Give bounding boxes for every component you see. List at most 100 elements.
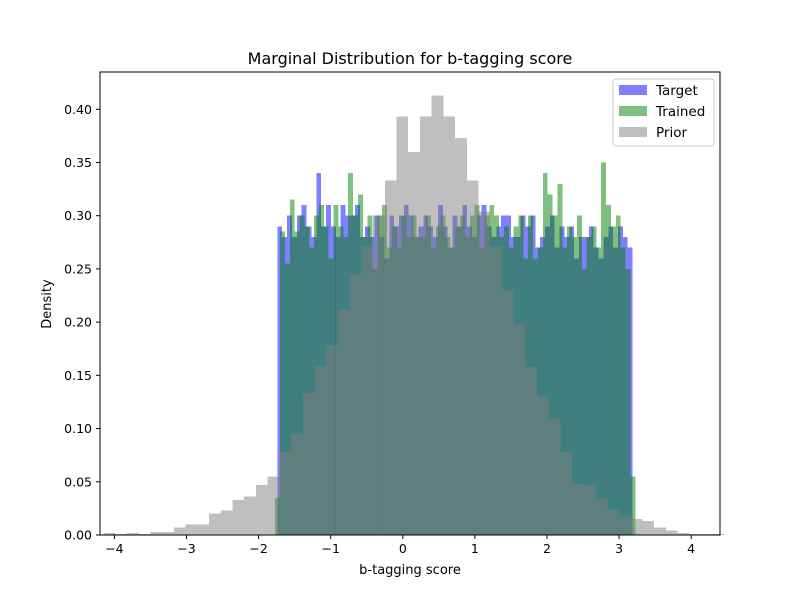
legend-label-trained: Trained: [655, 104, 705, 120]
axes-frame: [99, 71, 721, 536]
bar-target: [277, 226, 283, 535]
bar-prior: [677, 532, 690, 535]
x-tick-label: −1: [321, 541, 339, 556]
bar-prior: [689, 533, 702, 535]
bar-prior: [595, 498, 608, 535]
bar-prior: [408, 151, 420, 535]
bar-prior: [103, 532, 116, 535]
bar-prior: [466, 180, 479, 535]
bar-prior: [185, 524, 198, 535]
y-tick-label: 0.40: [64, 102, 92, 117]
bar-trained: [304, 226, 310, 535]
bar-prior: [209, 513, 221, 535]
bar-prior: [525, 366, 538, 535]
bar-prior: [560, 451, 573, 535]
bar-trained: [625, 268, 631, 535]
bar-prior: [115, 533, 128, 535]
y-tick-label: 0.15: [64, 368, 92, 383]
bar-trained: [557, 183, 563, 535]
bar-prior: [478, 211, 491, 535]
x-tick-label: −4: [105, 541, 123, 556]
bar-prior: [314, 365, 327, 535]
y-axis: 0.00 0.05 0.10 0.15 0.20 0.25 0.30 0.35 0.40: [64, 102, 100, 543]
bar-prior: [162, 531, 174, 535]
bar-trained: [289, 199, 295, 535]
x-axis: −4 −3 −2 −1 0 1 2 3 4: [105, 535, 695, 556]
bar-trained: [620, 247, 626, 535]
legend-label-prior: Prior: [656, 125, 687, 141]
bar-trained: [572, 236, 577, 536]
bar-prior: [665, 530, 678, 535]
bar-prior: [302, 393, 315, 535]
plot-area: [99, 71, 725, 536]
bar-prior: [455, 137, 467, 536]
bar-trained: [547, 194, 553, 535]
bar-trained: [284, 263, 290, 535]
bar-prior: [138, 533, 151, 535]
bar-prior: [197, 524, 210, 535]
bar-trained: [606, 205, 611, 536]
bar-trained: [542, 173, 548, 536]
bar-trained: [576, 215, 582, 535]
y-tick-label: 0.05: [64, 474, 92, 489]
bar-prior: [127, 532, 139, 535]
bar-prior: [267, 476, 280, 535]
bar-prior: [150, 531, 163, 535]
legend-label-target: Target: [655, 83, 698, 99]
bar-prior: [630, 519, 643, 535]
x-axis-label: b-tagging score: [359, 563, 461, 578]
bar-trained: [610, 226, 616, 535]
bar-prior: [384, 180, 397, 535]
y-tick-label: 0.00: [64, 528, 92, 543]
bar-prior: [431, 95, 444, 536]
bar-trained: [562, 247, 568, 535]
bar-prior: [537, 396, 549, 535]
bar-trained: [596, 247, 602, 535]
y-tick-label: 0.25: [64, 261, 92, 276]
bar-prior: [337, 309, 350, 535]
bar-prior: [291, 433, 303, 535]
bars-layer: [103, 95, 725, 536]
bar-prior: [443, 116, 456, 535]
bar-prior: [654, 527, 666, 535]
bar-prior: [583, 484, 596, 535]
bar-prior: [220, 510, 233, 535]
bar-prior: [490, 246, 502, 535]
bar-trained: [299, 215, 305, 535]
bar-prior: [255, 484, 268, 535]
bar-trained: [280, 231, 285, 535]
y-tick-label: 0.20: [64, 315, 92, 330]
x-tick-label: 0: [399, 541, 407, 556]
x-tick-label: 4: [687, 541, 695, 556]
legend-swatch-prior: [619, 127, 647, 137]
bar-prior: [349, 274, 362, 535]
bar-prior: [548, 418, 561, 535]
bar-trained: [309, 247, 315, 535]
legend-swatch-target: [619, 85, 647, 95]
y-tick-label: 0.10: [64, 421, 92, 436]
bar-prior: [712, 533, 725, 535]
bar-trained: [552, 215, 558, 535]
chart-title: Marginal Distribution for b-tagging scor…: [248, 49, 573, 68]
bar-trained: [537, 247, 543, 535]
bar-prior: [607, 509, 620, 535]
series-prior: [103, 95, 725, 536]
bar-trained: [567, 226, 573, 535]
y-axis-label: Density: [40, 279, 55, 329]
bar-prior: [244, 496, 256, 535]
bar-prior: [701, 533, 713, 535]
x-tick-label: 3: [615, 541, 623, 556]
bar-prior: [513, 324, 526, 535]
bar-prior: [501, 290, 514, 535]
bar-trained: [586, 236, 592, 536]
y-tick-label: 0.35: [64, 155, 92, 170]
bar-prior: [173, 527, 186, 535]
bar-prior: [279, 451, 292, 535]
x-tick-label: −3: [177, 541, 195, 556]
bar-prior: [419, 116, 432, 535]
x-tick-label: −2: [249, 541, 267, 556]
bar-trained: [581, 268, 587, 535]
bar-trained: [294, 231, 300, 535]
bar-prior: [619, 515, 631, 535]
